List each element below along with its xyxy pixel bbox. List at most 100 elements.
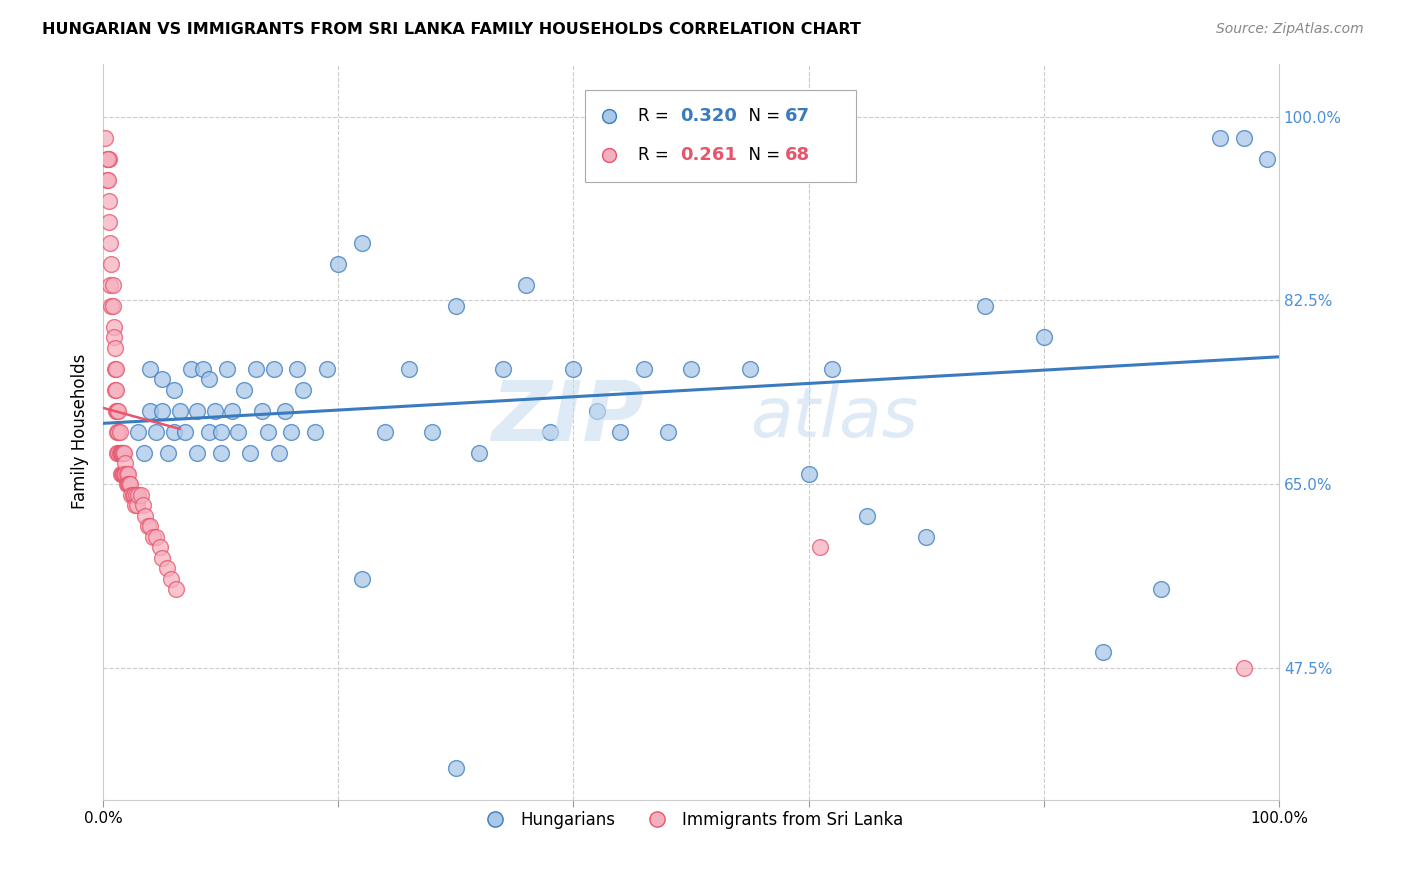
Point <box>112 467 135 481</box>
Text: 0.261: 0.261 <box>681 146 737 164</box>
Point <box>186 446 208 460</box>
Text: R =: R = <box>638 107 673 125</box>
Point <box>111 446 134 460</box>
Legend: Hungarians, Immigrants from Sri Lanka: Hungarians, Immigrants from Sri Lanka <box>472 804 910 835</box>
Point <box>121 488 143 502</box>
Point <box>148 541 170 555</box>
Text: N =: N = <box>738 107 786 125</box>
Point <box>97 152 120 166</box>
Point <box>115 467 138 481</box>
Point <box>105 361 128 376</box>
Point <box>105 404 128 418</box>
Point <box>114 467 136 481</box>
Point <box>139 404 162 418</box>
Point <box>108 425 131 439</box>
Point <box>105 446 128 460</box>
Point <box>156 561 179 575</box>
Point <box>120 488 142 502</box>
Point <box>111 467 134 481</box>
Point <box>98 152 121 166</box>
Point <box>174 425 197 439</box>
Point <box>124 499 146 513</box>
Point <box>110 467 132 481</box>
Point <box>125 488 148 502</box>
Point <box>107 404 129 418</box>
Y-axis label: Family Households: Family Households <box>72 354 89 509</box>
Point <box>915 530 938 544</box>
Point <box>808 541 831 555</box>
Point <box>141 530 163 544</box>
Point <box>118 477 141 491</box>
Point <box>1091 645 1114 659</box>
Point <box>139 519 162 533</box>
Point <box>105 383 128 397</box>
Point <box>821 361 844 376</box>
Point <box>112 446 135 460</box>
Point <box>738 361 761 376</box>
Point <box>115 477 138 491</box>
Text: 68: 68 <box>785 146 810 164</box>
Point <box>107 425 129 439</box>
Point <box>304 425 326 439</box>
Point <box>444 299 467 313</box>
Point <box>856 508 879 523</box>
Point <box>256 425 278 439</box>
Point <box>215 361 238 376</box>
Point <box>114 456 136 470</box>
Point <box>422 425 444 439</box>
Point <box>98 214 121 228</box>
Point <box>633 361 655 376</box>
Point <box>398 361 420 376</box>
Point <box>101 277 124 292</box>
Point <box>1209 130 1232 145</box>
Point <box>96 172 118 186</box>
Point <box>145 530 167 544</box>
Text: 67: 67 <box>785 107 810 125</box>
Point <box>100 299 122 313</box>
Point <box>96 152 118 166</box>
Text: R =: R = <box>638 146 673 164</box>
Point <box>350 235 373 250</box>
Point <box>328 257 350 271</box>
Point <box>1032 330 1054 344</box>
Point <box>204 404 226 418</box>
Point <box>468 446 491 460</box>
Point <box>145 425 167 439</box>
Point <box>209 446 232 460</box>
Point <box>104 361 127 376</box>
Point <box>1150 582 1173 597</box>
Point <box>98 235 121 250</box>
Point <box>233 383 256 397</box>
Point <box>101 299 124 313</box>
Point <box>198 372 221 386</box>
Point <box>538 425 561 439</box>
Point <box>108 446 131 460</box>
Point <box>180 361 202 376</box>
Point <box>209 425 232 439</box>
Point <box>112 467 135 481</box>
Point <box>129 488 152 502</box>
Point <box>156 446 179 460</box>
Point <box>127 488 149 502</box>
Text: HUNGARIAN VS IMMIGRANTS FROM SRI LANKA FAMILY HOUSEHOLDS CORRELATION CHART: HUNGARIAN VS IMMIGRANTS FROM SRI LANKA F… <box>42 22 860 37</box>
Point <box>315 361 337 376</box>
Point <box>444 761 467 775</box>
Point <box>186 404 208 418</box>
Text: N =: N = <box>738 146 786 164</box>
Point <box>280 425 302 439</box>
Point <box>105 404 128 418</box>
Point <box>120 477 142 491</box>
Point <box>169 404 191 418</box>
Text: 0.320: 0.320 <box>681 107 737 125</box>
Point <box>562 361 585 376</box>
Point <box>97 172 120 186</box>
Point <box>285 361 308 376</box>
Point <box>515 277 537 292</box>
Point <box>112 446 135 460</box>
Point <box>117 467 139 481</box>
Point <box>132 499 155 513</box>
Point <box>191 361 214 376</box>
Point <box>103 319 125 334</box>
Point <box>122 488 145 502</box>
Point <box>127 425 149 439</box>
